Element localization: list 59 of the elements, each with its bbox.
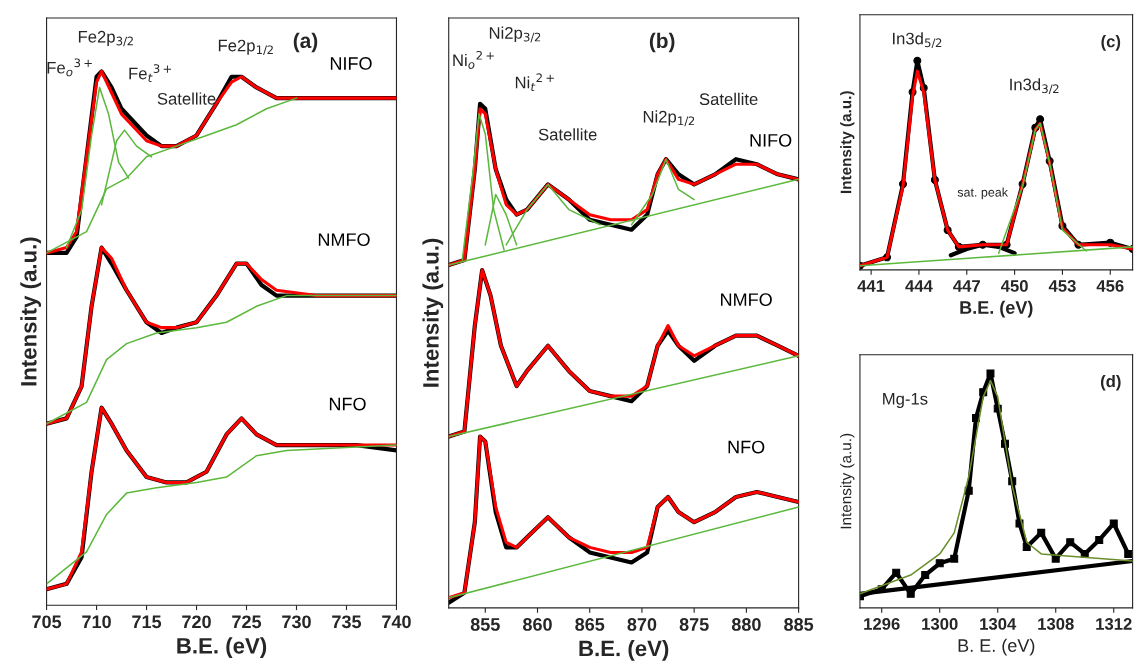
annotation: Satellite bbox=[157, 92, 216, 105]
x-axis-title: B.E. (eV) bbox=[960, 300, 1033, 318]
x-tick-label: 720 bbox=[182, 615, 211, 629]
y-axis-title: Intensity (a.u.) bbox=[422, 238, 444, 387]
x-tick-label: 715 bbox=[132, 615, 162, 629]
x-tick-label: 441 bbox=[857, 280, 885, 292]
x-tick-label: 1304 bbox=[980, 618, 1017, 630]
x-tick-label: 730 bbox=[282, 615, 311, 629]
chart-title: (d) bbox=[1100, 374, 1121, 391]
y-axis-title: Intensity (a.u.) bbox=[20, 237, 42, 386]
annotation: Ni2p$_{1/2}$ bbox=[643, 110, 695, 127]
text: Ni$_{o}$$^{2+}$ bbox=[453, 50, 494, 69]
annotation: Satellite bbox=[538, 128, 597, 141]
x-tick-label: 735 bbox=[332, 615, 362, 629]
x-tick-label: 870 bbox=[627, 618, 657, 631]
text: Ni$_{t}$$^{2+}$ bbox=[515, 73, 554, 92]
x-axis-title: B.E. (eV) bbox=[177, 637, 267, 659]
x-tick-label: 725 bbox=[232, 615, 262, 629]
text: In3d$_{5/2}$ bbox=[893, 32, 942, 49]
x-tick-label: 885 bbox=[784, 618, 814, 631]
x-tick-label: 444 bbox=[905, 280, 933, 292]
chart-title: (c) bbox=[1101, 35, 1121, 51]
x-tick-label: 855 bbox=[470, 618, 500, 631]
x-axis-title: B.E. (eV) bbox=[579, 639, 669, 661]
text: Fe2p$_{3/2}$ bbox=[78, 30, 133, 47]
annotation: In3d$_{3/2}$ bbox=[1010, 78, 1059, 95]
annotation: Fe$_{t}$$^{3+}$ bbox=[129, 64, 172, 82]
x-tick-label: 740 bbox=[382, 615, 411, 629]
x-tick-label: 705 bbox=[32, 615, 62, 629]
x-tick-label: 865 bbox=[575, 618, 605, 631]
x-tick-label: 875 bbox=[679, 618, 709, 631]
annotation: Satellite bbox=[699, 92, 758, 106]
series-label: NFO bbox=[329, 397, 366, 411]
text: NMFO bbox=[318, 233, 370, 247]
x-tick-label: 860 bbox=[523, 618, 552, 631]
x-tick-label: 1312 bbox=[1096, 618, 1132, 630]
x-tick-label: 1296 bbox=[864, 618, 900, 630]
x-tick-label: 447 bbox=[953, 280, 980, 292]
x-tick-label: 453 bbox=[1048, 280, 1076, 292]
x-tick-label: 880 bbox=[731, 618, 761, 631]
x-tick-label: 710 bbox=[82, 615, 111, 629]
y-axis-title: Intensity (a.u.) bbox=[840, 433, 855, 529]
series-label: NIFO bbox=[750, 133, 792, 147]
x-tick-label: 1300 bbox=[922, 618, 958, 630]
series-label: NMFO bbox=[721, 293, 772, 307]
x-tick-label: 456 bbox=[1096, 280, 1124, 292]
y-axis-title: Intensity (a.u.) bbox=[840, 91, 855, 194]
text: NFO bbox=[728, 440, 765, 454]
x-tick-label: 1308 bbox=[1038, 618, 1074, 630]
chart-title: (a) bbox=[293, 32, 318, 53]
series-label: NIFO bbox=[330, 57, 372, 70]
x-axis-title: B. E. (eV) bbox=[958, 638, 1035, 656]
text: Ni2p$_{3/2}$ bbox=[489, 26, 541, 43]
chart-title: (b) bbox=[649, 32, 675, 53]
x-tick-label: 450 bbox=[1000, 280, 1028, 292]
text: Fe2p$_{1/2}$ bbox=[218, 39, 273, 56]
annotation: Fe$_{o}$$^{3+}$ bbox=[47, 58, 92, 77]
annotation: Mg-1s bbox=[883, 393, 928, 409]
annotation: sat. peak bbox=[957, 187, 1009, 200]
